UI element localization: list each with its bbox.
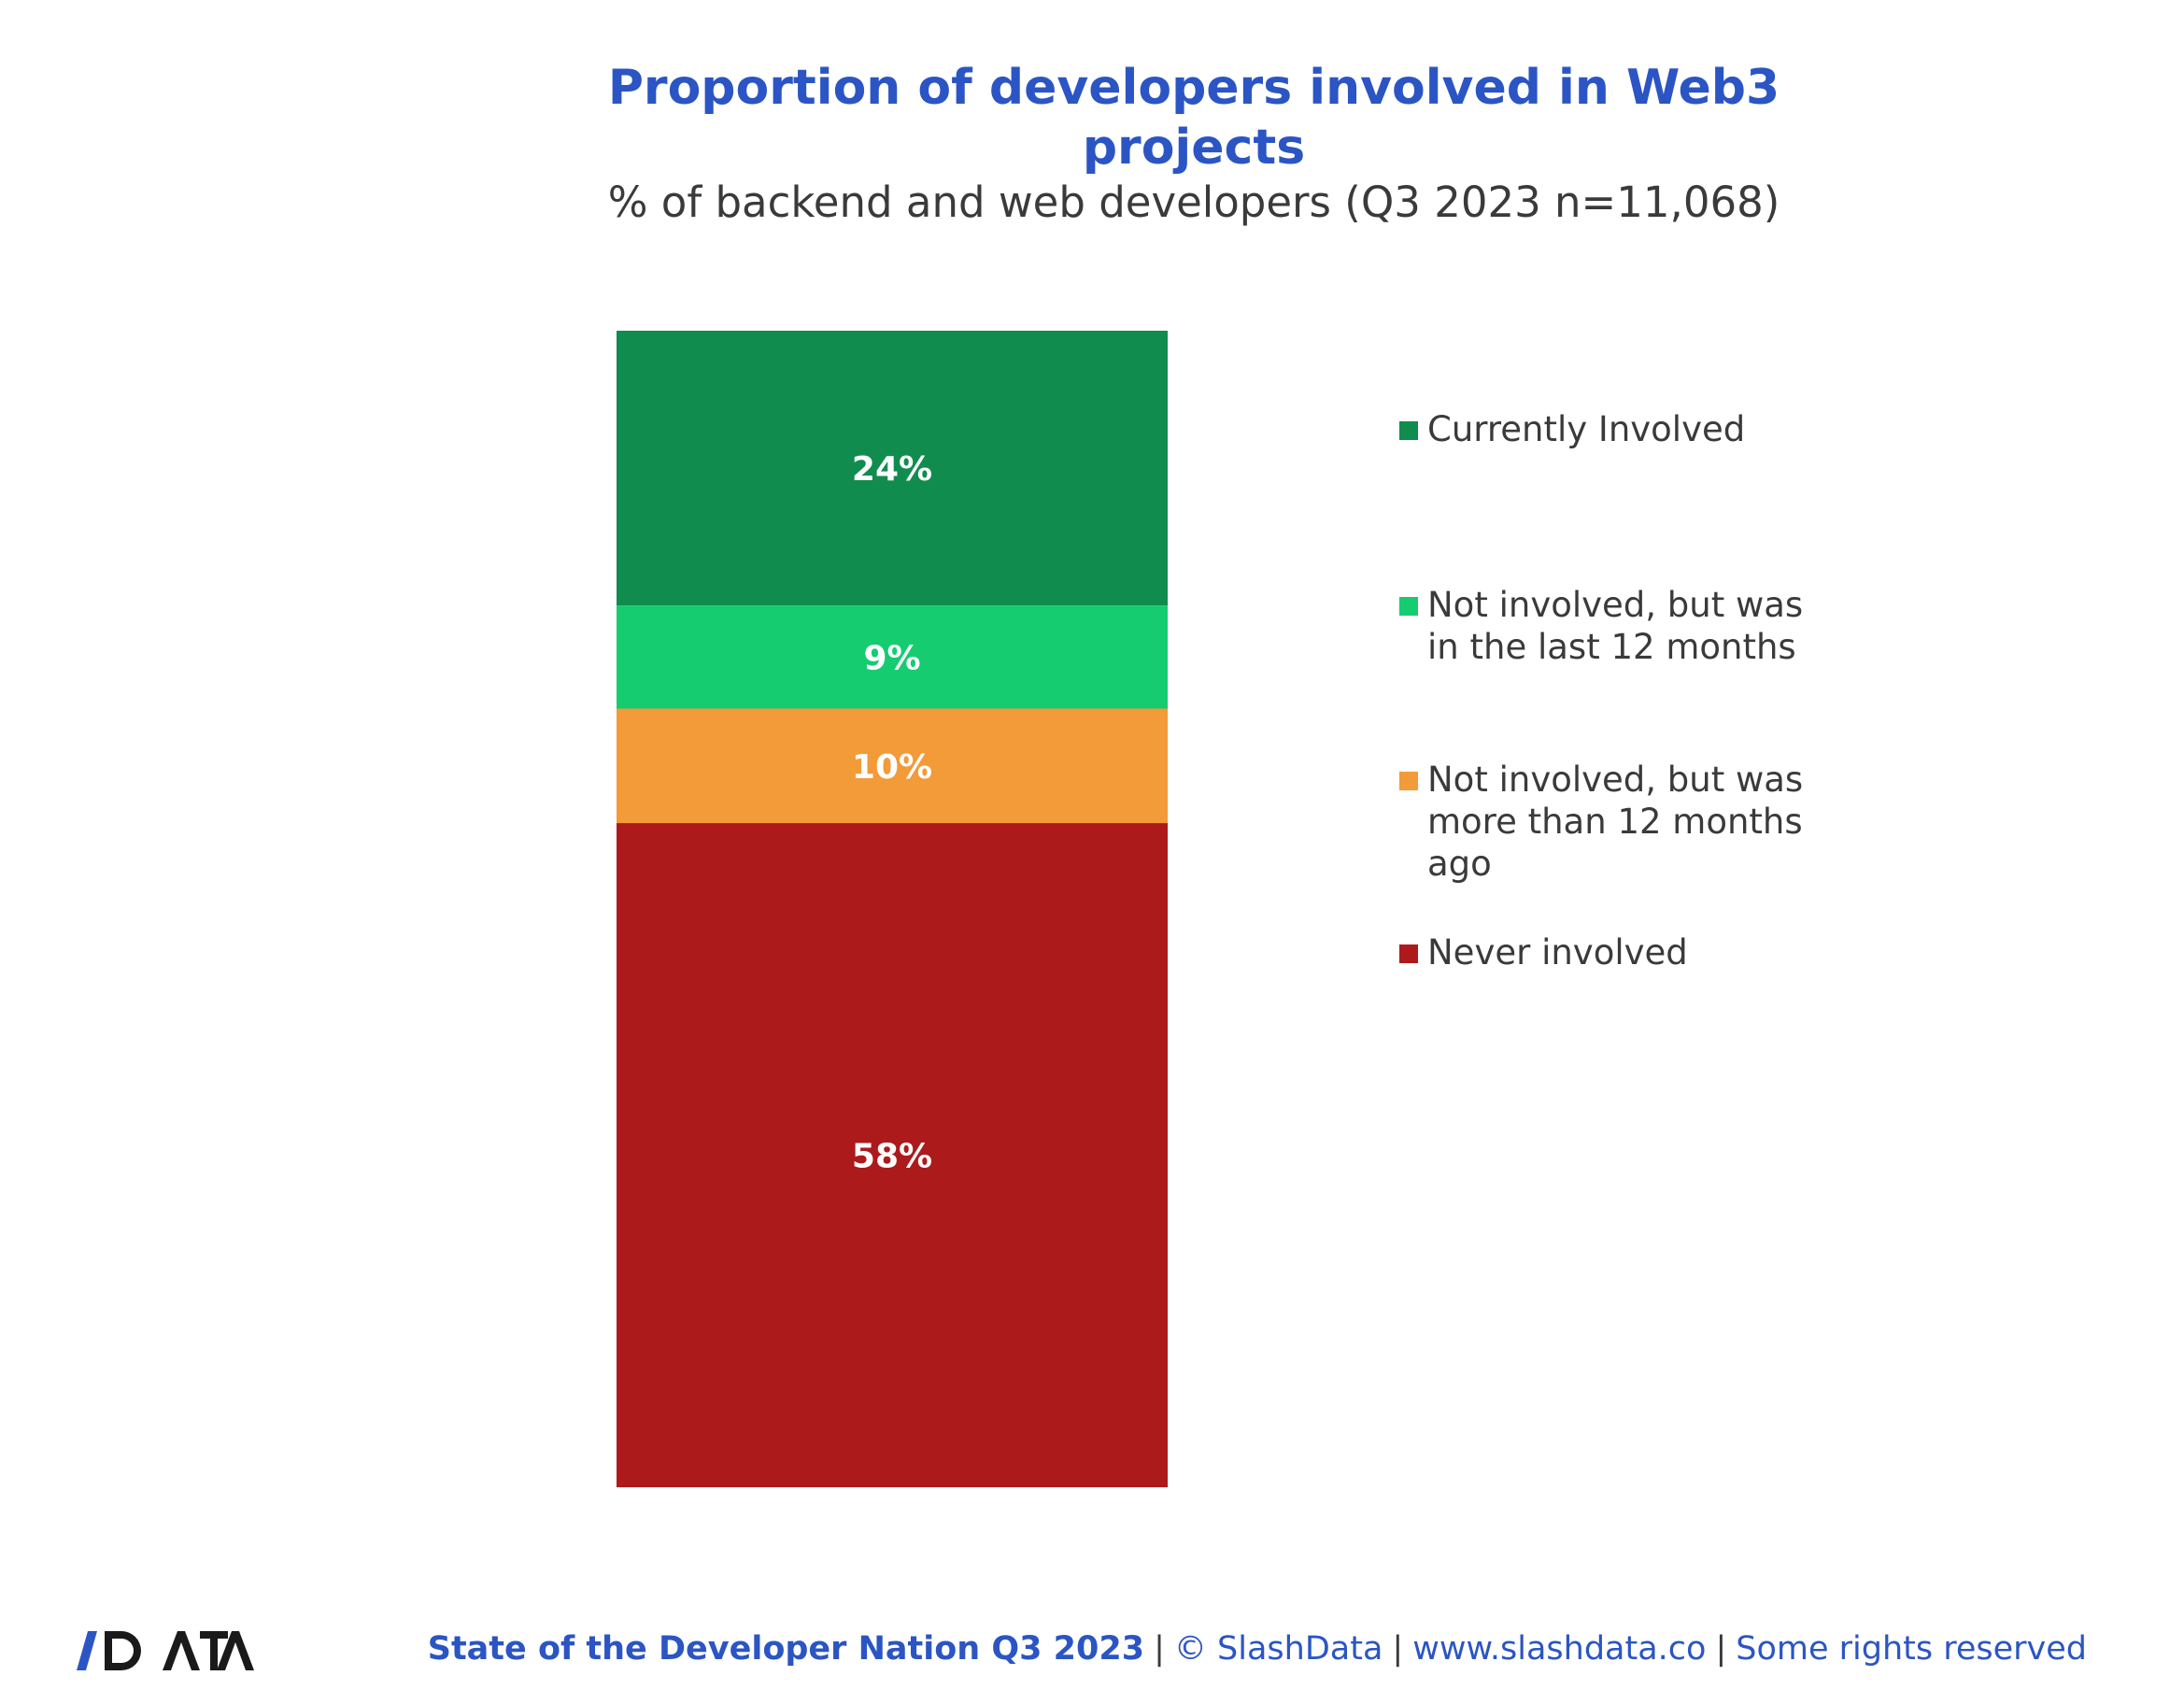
footer-separator: | (1715, 1630, 1727, 1668)
footer-separator: | (1392, 1630, 1404, 1668)
legend-label: Currently Involved (1427, 409, 1746, 449)
data-label: 9% (863, 639, 920, 677)
legend-item: Never involved (1399, 931, 1838, 973)
footer-copyright: © SlashData (1173, 1630, 1383, 1668)
legend-item: Currently Involved (1399, 408, 1838, 450)
footer: State of the Developer Nation Q3 2023 | © … (428, 1630, 2087, 1668)
bar-segment-3 (617, 823, 1168, 1487)
legend-label: Not involved, but was more than 12 month… (1427, 760, 1804, 884)
data-label: 58% (852, 1138, 932, 1176)
legend-swatch (1399, 421, 1418, 440)
footer-rights: Some rights reserved (1736, 1630, 2087, 1668)
footer-report: State of the Developer Nation Q3 2023 (427, 1630, 1145, 1668)
bar-segment-0 (617, 331, 1168, 606)
data-label: 10% (852, 748, 932, 787)
bar-segment-1 (617, 605, 1168, 709)
footer-url[interactable]: www.slashdata.co (1412, 1630, 1707, 1668)
legend-label: Not involved, but was in the last 12 mon… (1427, 585, 1804, 667)
chart-subtitle: % of backend and web developers (Q3 2023… (607, 178, 1780, 227)
legend-swatch (1399, 597, 1418, 616)
legend-swatch (1399, 772, 1418, 790)
chart-title: Proportion of developers involved in Web… (607, 60, 1780, 176)
legend-item: Not involved, but was more than 12 month… (1399, 759, 1838, 885)
data-label: 24% (852, 450, 932, 489)
legend-label: Never involved (1427, 932, 1688, 973)
legend-item: Not involved, but was in the last 12 mon… (1399, 584, 1838, 668)
footer-separator: | (1154, 1630, 1165, 1668)
bar-segment-2 (617, 708, 1168, 824)
legend-swatch (1399, 944, 1418, 963)
slashdata-logo (77, 1627, 254, 1678)
